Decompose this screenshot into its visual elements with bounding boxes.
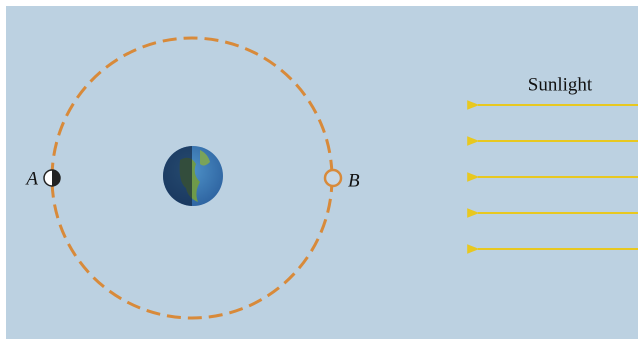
moon-b bbox=[323, 168, 343, 188]
earth bbox=[163, 146, 223, 206]
background bbox=[6, 6, 638, 339]
label-b: B bbox=[348, 170, 360, 191]
sunlight-rays bbox=[467, 100, 638, 254]
sunlight-label: Sunlight bbox=[528, 74, 593, 95]
moon-a bbox=[43, 169, 61, 187]
label-a: A bbox=[24, 168, 38, 189]
